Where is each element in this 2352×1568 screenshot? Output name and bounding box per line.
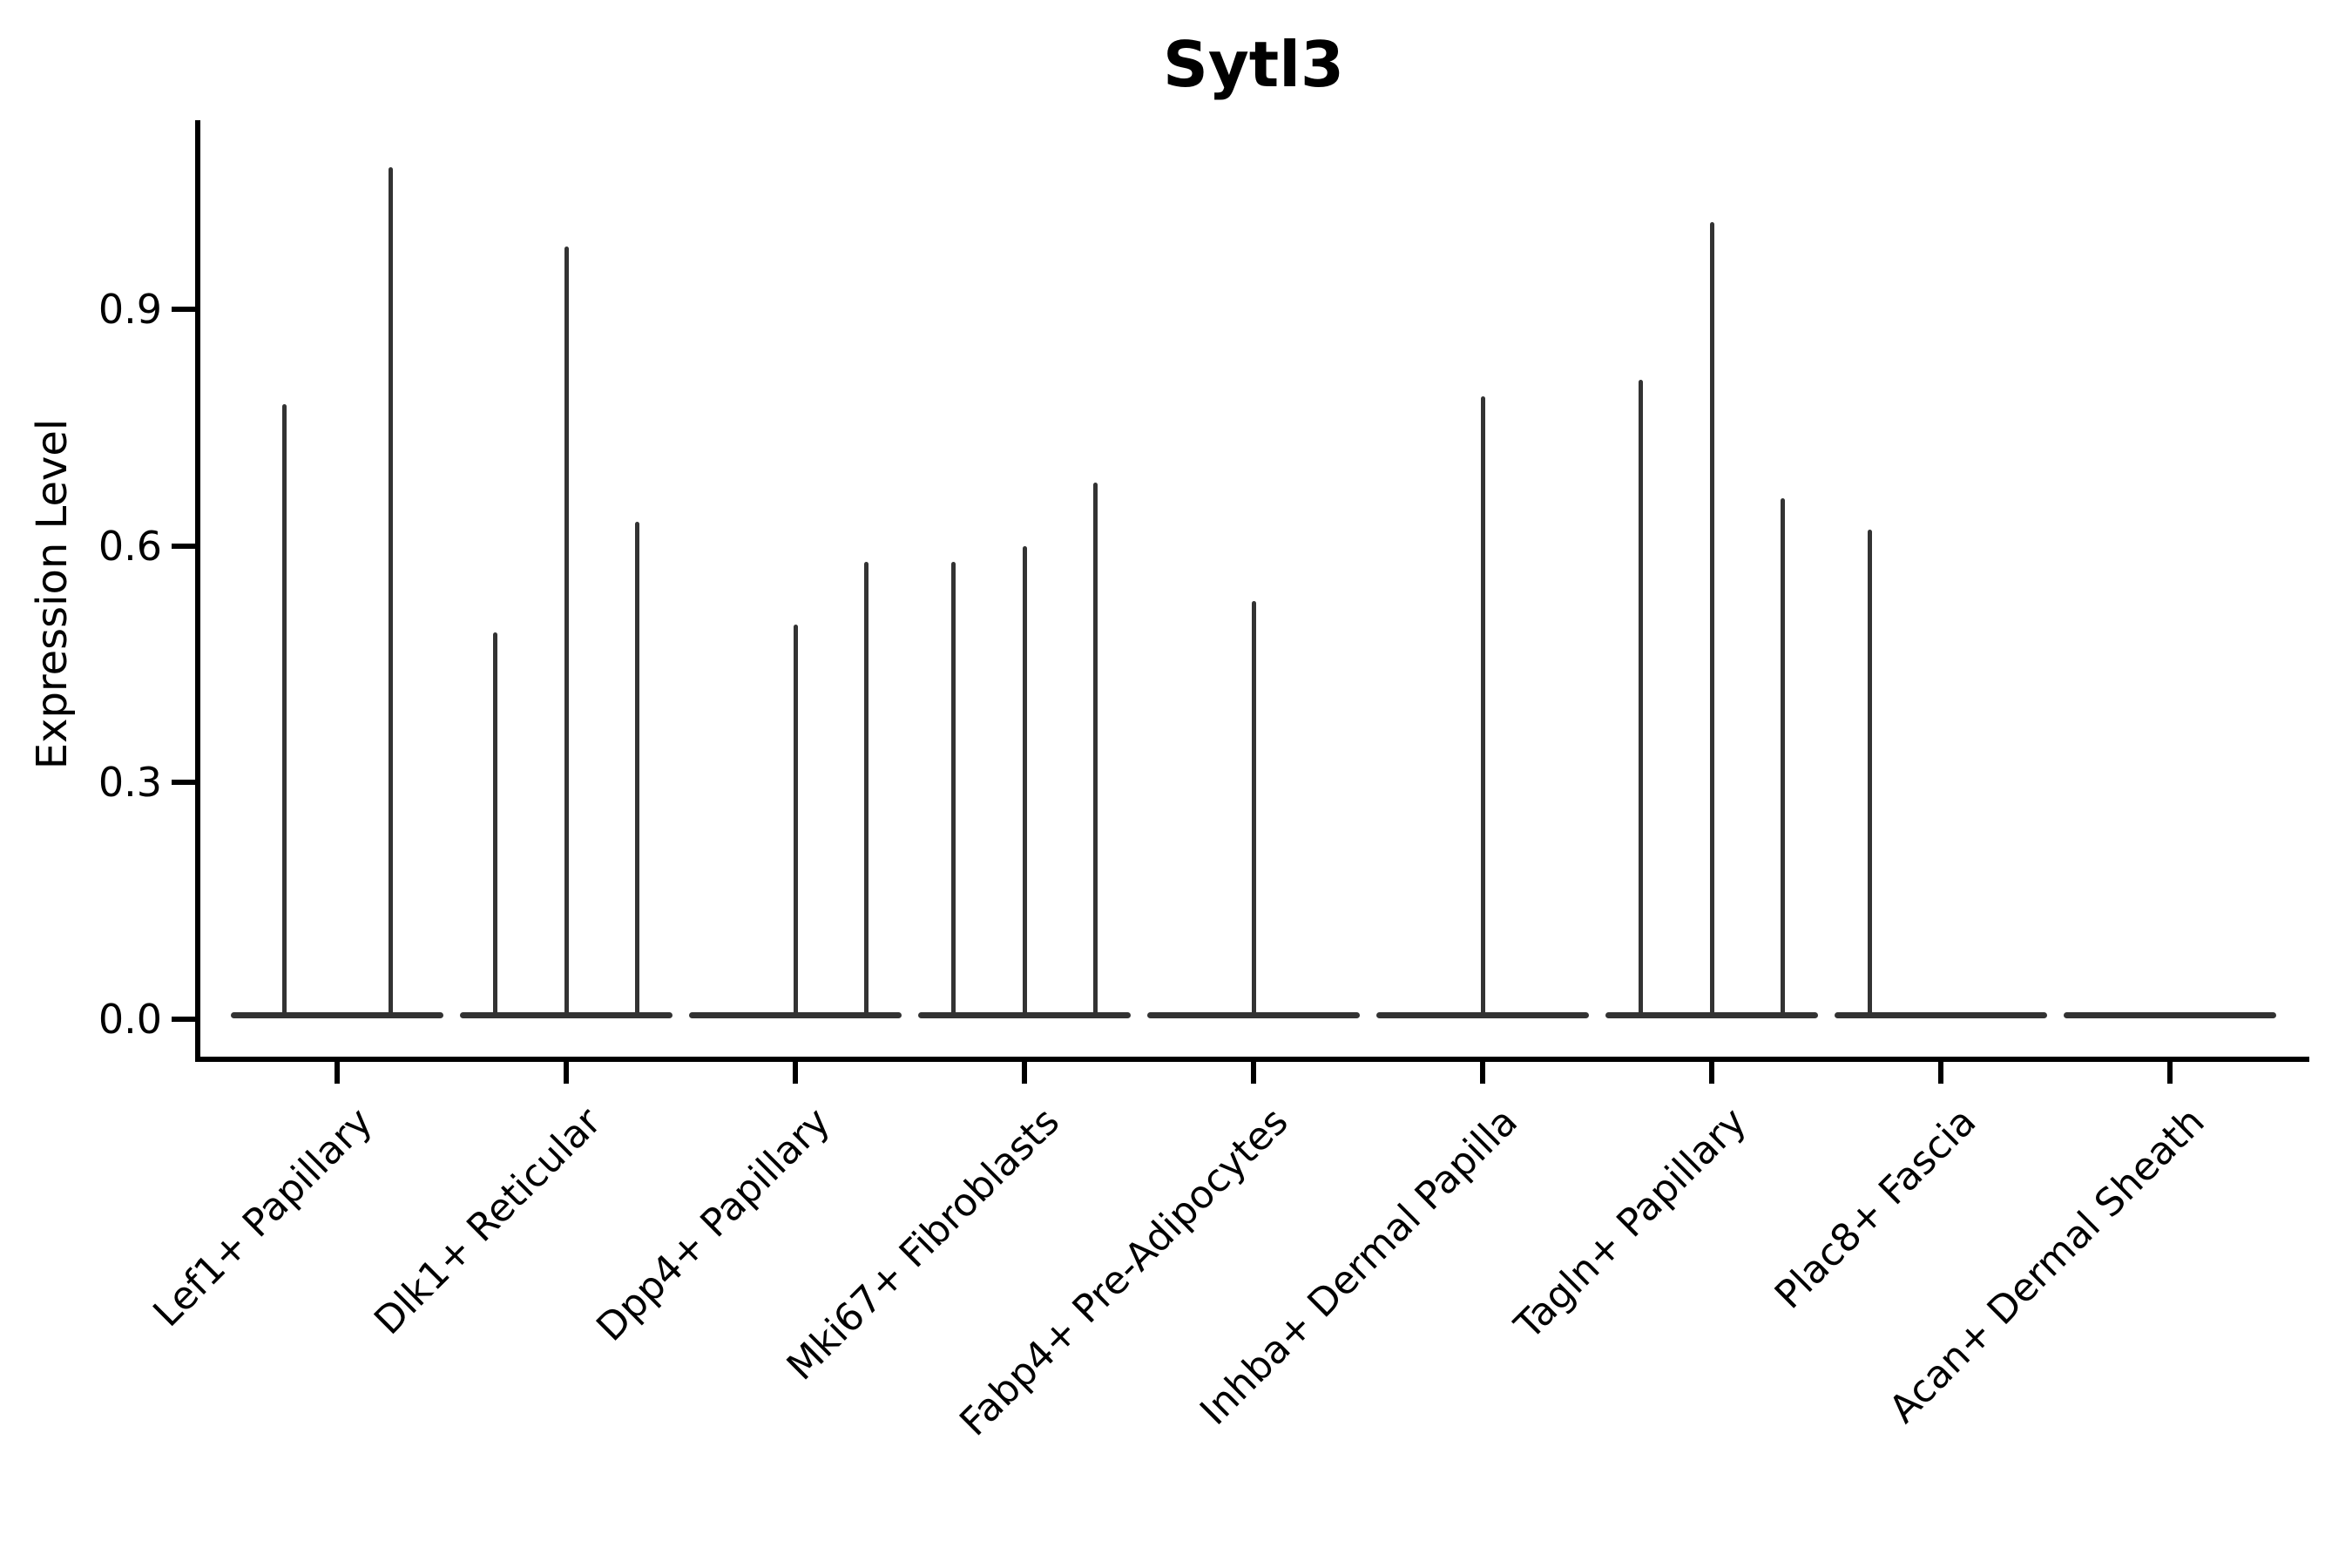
y-axis-title: Expression Level: [28, 418, 77, 770]
y-tick-mark: [172, 1016, 198, 1022]
x-tick-mark: [793, 1062, 798, 1084]
violin-spike: [863, 561, 868, 1017]
x-tick-mark: [2167, 1062, 2173, 1084]
x-tick-mark: [1938, 1062, 1943, 1084]
violin-spike: [1639, 380, 1644, 1017]
x-tick-label: Dpp4+ Papillary: [588, 1099, 840, 1350]
violin-spike: [1480, 395, 1485, 1017]
x-tick-label: Dlk1+ Reticular: [366, 1099, 611, 1343]
y-tick-label: 0.9: [98, 286, 162, 333]
x-tick-mark: [1251, 1062, 1256, 1084]
x-tick-mark: [1709, 1062, 1714, 1084]
x-tick-mark: [1022, 1062, 1027, 1084]
violin-spike: [493, 632, 498, 1017]
x-tick-mark: [335, 1062, 340, 1084]
violin-spike: [1022, 545, 1027, 1017]
x-tick-mark: [1480, 1062, 1485, 1084]
y-tick-label: 0.0: [98, 995, 162, 1043]
x-axis-spine: [195, 1057, 2309, 1062]
violin-spike: [634, 522, 639, 1017]
violin-spike: [1092, 483, 1098, 1017]
y-tick-label: 0.6: [98, 522, 162, 570]
violin-spike: [1780, 498, 1785, 1017]
x-tick-label: Plac8+ Fascia: [1766, 1099, 1985, 1318]
y-tick-mark: [172, 543, 198, 549]
y-tick-label: 0.3: [98, 759, 162, 806]
violin-spike: [564, 246, 569, 1017]
x-tick-mark: [564, 1062, 569, 1084]
x-tick-label: Tagln+ Papillary: [1506, 1099, 1756, 1348]
violin-base: [1835, 1011, 2047, 1018]
violin-base: [2064, 1011, 2276, 1018]
x-tick-label: Lef1+ Papillary: [144, 1099, 382, 1336]
violin-base: [231, 1011, 443, 1018]
violin-spike: [1709, 222, 1714, 1017]
violin-spike: [1251, 600, 1256, 1017]
y-tick-mark: [172, 780, 198, 785]
violin-spike: [388, 167, 393, 1017]
violin-spike: [951, 561, 956, 1017]
violin-spike: [793, 625, 798, 1017]
violin-spike: [1868, 530, 1873, 1017]
y-tick-mark: [172, 307, 198, 312]
y-axis-spine: [195, 120, 200, 1062]
violin-spike: [281, 403, 287, 1017]
chart-title: Sytl3: [1163, 28, 1344, 101]
